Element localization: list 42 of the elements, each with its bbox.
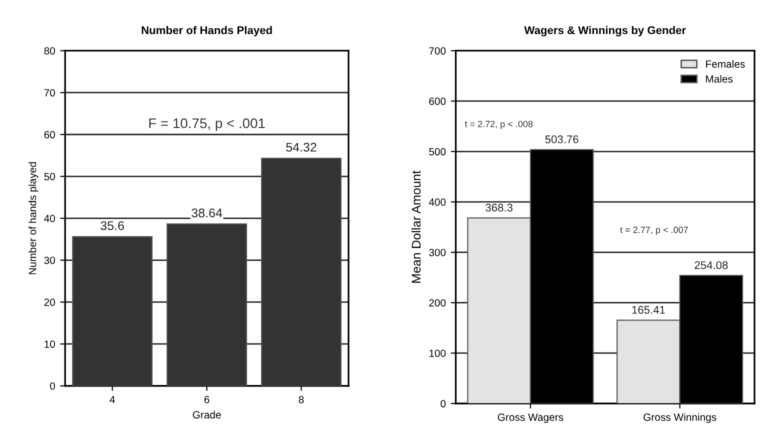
x-tick-label: Gross Wagers	[498, 414, 564, 423]
y-tick-label: 700	[429, 47, 446, 55]
legend-label: Females	[706, 60, 745, 68]
y-axis-title: Mean Dollar Amount	[411, 170, 421, 283]
y-tick-label: 600	[429, 98, 446, 105]
data-label: 54.32	[286, 142, 316, 152]
y-tick-label: 0	[50, 382, 55, 390]
y-tick-label: 60	[44, 131, 55, 138]
data-label: 368.3	[486, 204, 513, 212]
y-tick-label: 0	[440, 400, 446, 408]
annotation: F = 10.75, p < .001	[149, 118, 265, 131]
annotation: t = 2.72, p < .008	[464, 120, 533, 130]
data-label: 254.08	[694, 261, 728, 270]
annotation: t = 2.77, p < .007	[620, 226, 688, 235]
y-tick-label: 50	[44, 172, 55, 180]
legend-label: Males	[706, 75, 733, 83]
y-tick-label: 100	[429, 350, 446, 357]
y-axis-title: Number of hands played	[28, 162, 38, 274]
y-tick-label: 400	[428, 198, 446, 206]
bar	[166, 223, 248, 386]
y-tick-label: 70	[44, 89, 55, 96]
data-label: 35.6	[100, 221, 124, 230]
y-tick-label: 80	[44, 47, 55, 55]
y-tick-label: 500	[429, 148, 446, 156]
y-tick-label: 10	[44, 340, 55, 348]
data-label: 38.64	[192, 208, 222, 218]
bar	[72, 236, 153, 386]
y-tick-label: 300	[429, 248, 446, 256]
y-tick-label: 40	[44, 214, 55, 222]
x-tick-label: Gross Winnings	[644, 413, 716, 423]
data-label: 503.76	[545, 135, 578, 144]
x-tick-label: 4	[110, 396, 115, 404]
y-tick-label: 20	[44, 298, 55, 306]
data-label: 165.41	[632, 306, 665, 314]
chart-title: Number of Hands Played	[142, 26, 272, 36]
x-axis-title: Grade	[192, 410, 221, 419]
x-tick-label: 8	[298, 396, 304, 404]
y-tick-label: 200	[429, 299, 446, 307]
y-tick-label: 30	[44, 256, 55, 264]
chart-title: Wagers & Winnings by Gender	[524, 26, 686, 36]
bar	[261, 158, 342, 386]
x-tick-label: 6	[204, 396, 210, 404]
